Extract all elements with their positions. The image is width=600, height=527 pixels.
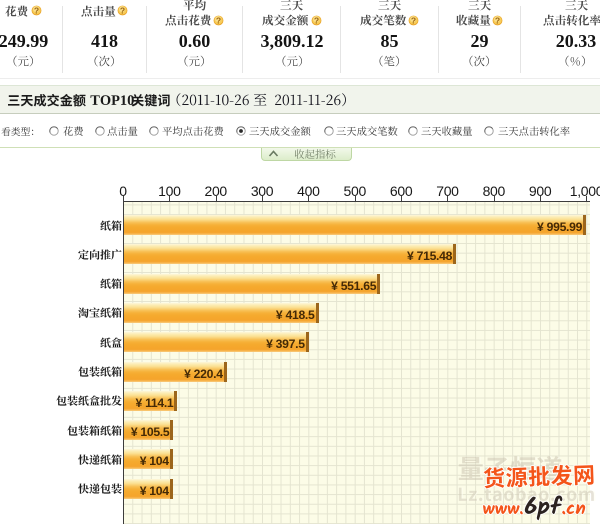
svg-text:?: ? xyxy=(216,15,221,25)
svg-text:?: ? xyxy=(495,15,500,25)
svg-text:?: ? xyxy=(120,5,125,15)
svg-text:?: ? xyxy=(314,15,319,25)
svg-text:?: ? xyxy=(33,5,38,15)
svg-text:?: ? xyxy=(411,15,416,25)
